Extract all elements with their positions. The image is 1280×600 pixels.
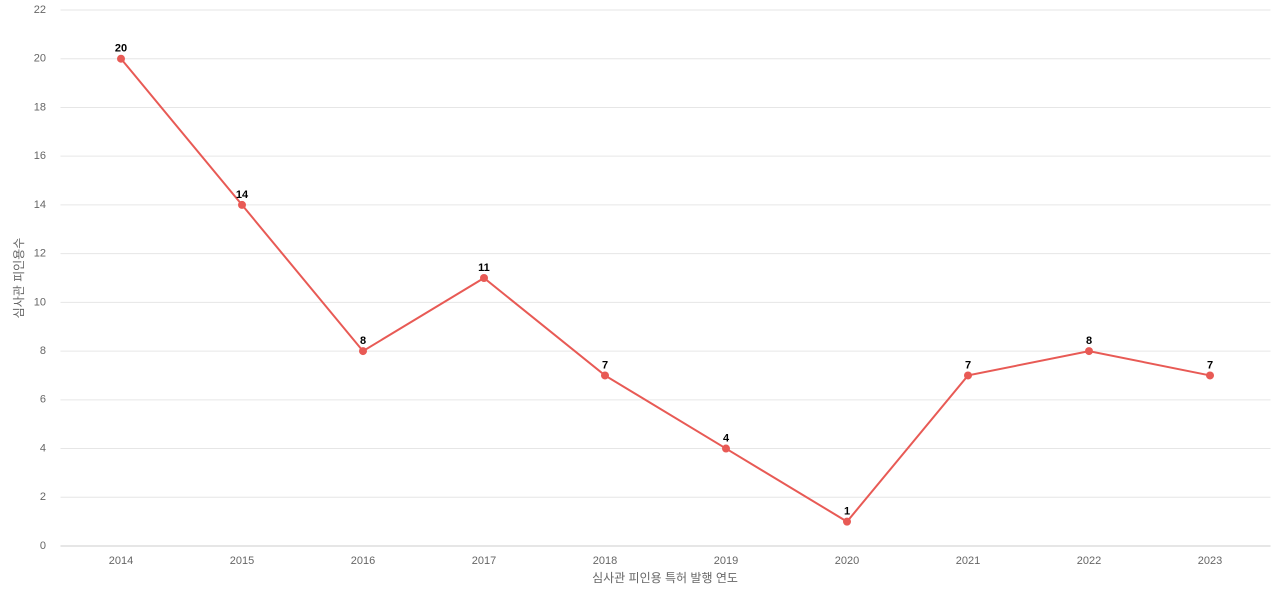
y-tick-label: 18 [34, 101, 46, 113]
point [480, 274, 488, 282]
y-tick-label: 22 [34, 4, 46, 16]
point [1085, 347, 1093, 356]
y-tick-label: 10 [34, 296, 46, 308]
point [1206, 371, 1214, 380]
point [722, 444, 730, 453]
x-tick-label: 2019 [714, 555, 738, 567]
data-label: 20 [115, 43, 127, 55]
y-tick-label: 6 [40, 394, 46, 406]
x-tick-label: 2022 [1077, 555, 1101, 567]
y-tick-label: 8 [40, 345, 46, 357]
data-label: 7 [602, 359, 608, 371]
y-tick-label: 2 [40, 491, 46, 503]
data-label: 7 [1207, 359, 1213, 371]
point [359, 347, 367, 356]
data-label: 1 [844, 506, 850, 518]
data-label: 11 [478, 262, 490, 274]
x-tick-label: 2014 [109, 555, 133, 567]
point [843, 517, 851, 526]
point [601, 371, 609, 380]
y-tick-label: 0 [40, 540, 46, 552]
data-label: 8 [1086, 335, 1092, 347]
point [117, 54, 125, 63]
x-tick-label: 2015 [230, 555, 254, 567]
data-label: 14 [236, 189, 249, 201]
y-tick-label: 16 [34, 150, 46, 162]
y-axis-label: 심사관 피인용수 [12, 238, 26, 319]
x-tick-label: 2016 [351, 555, 375, 567]
x-tick-label: 2021 [956, 555, 980, 567]
line [120, 58, 1211, 523]
x-tick-label: 2017 [472, 555, 496, 567]
y-tick-label: 12 [34, 248, 46, 260]
data-label: 8 [360, 335, 366, 347]
y-tick-label: 14 [34, 199, 46, 211]
y-tick-label: 20 [34, 53, 46, 65]
point [238, 200, 246, 209]
x-tick-label: 2018 [593, 555, 617, 567]
x-tick-label: 2020 [835, 555, 859, 567]
data-label: 7 [965, 359, 971, 371]
data-label: 4 [723, 432, 730, 444]
x-tick-label: 2023 [1198, 555, 1222, 567]
x-axis-label: 심사관 피인용 특허 발행 연도 [592, 570, 738, 585]
y-tick-label: 4 [40, 442, 46, 454]
point [964, 371, 972, 380]
